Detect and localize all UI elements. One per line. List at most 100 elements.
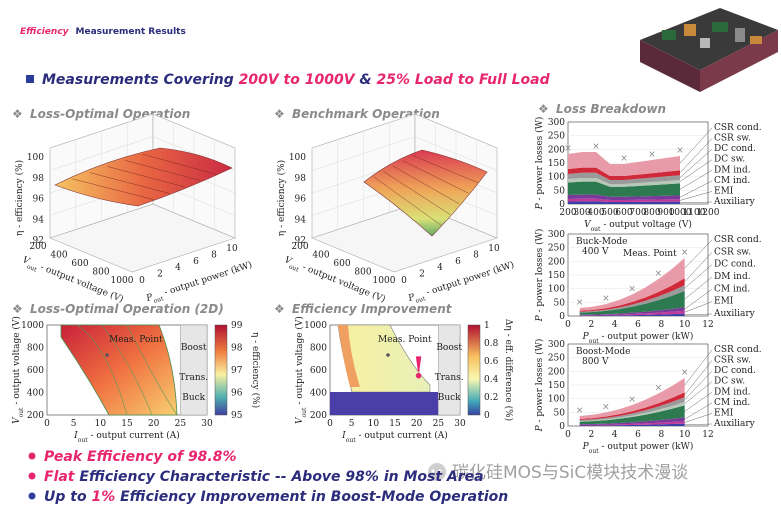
marker: × (655, 384, 663, 394)
frame-line (412, 155, 478, 183)
frame-line (684, 360, 713, 395)
tick-label: 0 (559, 200, 565, 210)
tick-label: 400 (312, 251, 329, 261)
tick-label: 600 (71, 259, 88, 269)
legend-label: CSR cond. (714, 235, 762, 245)
axis-label: Pout - output power (kW) (582, 331, 694, 345)
label-symbol: P (406, 292, 417, 304)
axis-label: η - efficiency (%) (14, 160, 25, 236)
watermark: 碳化硅MOS与SiC模块技术漫谈 (452, 463, 688, 483)
subtitle-bullet (26, 75, 34, 83)
tick-label: 200 (310, 411, 327, 421)
label-subscript: out (415, 295, 427, 305)
subtitle-part: & (355, 72, 377, 88)
frame-line (684, 371, 713, 400)
loss-layer (579, 378, 685, 419)
title: Efficiency Measurement Results (20, 27, 186, 37)
tick-label: 400 (50, 251, 67, 261)
marker: × (576, 298, 584, 308)
contour (76, 324, 128, 416)
axis-label: η - efficiency (%) (250, 332, 261, 408)
frame-line (107, 166, 186, 188)
loss-layer (568, 167, 680, 180)
legend-label: EMI (714, 186, 734, 196)
tick-label: 1000 (21, 321, 44, 331)
tick-label: 20 (411, 419, 423, 429)
frame-line (684, 301, 713, 313)
frame-line (679, 191, 713, 201)
tick-label: 50 (554, 186, 566, 196)
tick-label: 900 (657, 208, 674, 218)
label-symbol: V (295, 416, 305, 424)
legend-label: CM ind. (714, 398, 750, 408)
tick-label: 30 (201, 419, 213, 429)
bullet: Flat Efficiency Characteristic -- Above … (44, 469, 484, 485)
tick-label: 250 (548, 132, 565, 142)
contour (126, 324, 178, 416)
tick-label: 30 (454, 419, 466, 429)
tick-label: 0 (327, 419, 333, 429)
axis-label: P - power losses (W) (534, 339, 545, 433)
tick-label: 8 (658, 320, 664, 330)
marker: × (681, 368, 689, 378)
label-text: - power losses (W) (534, 229, 545, 316)
loss-layer (579, 423, 685, 426)
tick-label: 50 (554, 298, 566, 308)
tick-label: 4 (612, 320, 618, 330)
improvement-peak (338, 325, 360, 387)
axis-label: P - power losses (W) (534, 117, 545, 211)
tick-label: 6 (455, 257, 461, 267)
tick-label: 0.8 (484, 339, 499, 349)
label-text: - output current (A) (88, 430, 180, 441)
tick-label: 0 (565, 320, 571, 330)
label-subscript: out (591, 226, 601, 233)
axis-label: Vout - output voltage (V) (294, 316, 308, 424)
tick-label: 100 (289, 153, 306, 163)
mode-label: Buck (182, 393, 205, 403)
label-text: - output voltage (V) (294, 316, 305, 407)
tick-label: 250 (548, 354, 565, 364)
label-text: - output power (kW) (599, 441, 694, 452)
subtitle-part: Measurements Covering (42, 72, 239, 88)
tick-label: 0.4 (484, 375, 499, 385)
pcb-photo (640, 8, 778, 92)
legend-label: DC cond. (714, 144, 756, 154)
tick-label: 200 (27, 411, 44, 421)
label-symbol: I (73, 431, 78, 441)
tick-label: 200 (559, 208, 576, 218)
marker: × (592, 142, 600, 152)
marker: × (628, 395, 636, 405)
panel-bullet: ❖ (274, 107, 285, 121)
tick-label: 300 (548, 340, 565, 350)
tick-label: 600 (27, 366, 44, 376)
bullet-part: Flat (44, 469, 76, 485)
mode-column (438, 324, 461, 416)
tick-label: 1000 (373, 276, 396, 286)
title-rest: Measurement Results (76, 27, 186, 37)
axis-label: P - power losses (W) (534, 229, 545, 323)
frame-line (684, 349, 713, 386)
tick-label: 1100 (683, 208, 706, 218)
loss-layer (568, 194, 680, 200)
bullet-part: Efficiency Characteristic -- Above 98% i… (75, 469, 484, 485)
tick-label: 10 (679, 430, 691, 440)
tick-label: 8 (473, 250, 479, 260)
tick-label: 800 (643, 208, 660, 218)
bullet-dot (28, 452, 36, 460)
tick-label: 94 (33, 215, 45, 225)
panel-heading: Loss Breakdown (556, 102, 666, 116)
legend-label: CSR cond. (714, 345, 762, 355)
label-symbol: P (535, 424, 545, 432)
mode-column (180, 324, 208, 416)
loss-layer (579, 291, 685, 315)
tick-label: 2 (419, 270, 425, 280)
label-subscript: out (288, 263, 300, 273)
tick-label: 2 (588, 320, 594, 330)
legend-label: EMI (714, 297, 734, 307)
frame-line (684, 392, 713, 412)
legend-label: CM ind. (714, 176, 750, 186)
frame-line (684, 289, 713, 310)
tick-label: 25 (433, 419, 445, 429)
tick-label: 12 (702, 320, 713, 330)
label-subscript: out (26, 263, 38, 273)
